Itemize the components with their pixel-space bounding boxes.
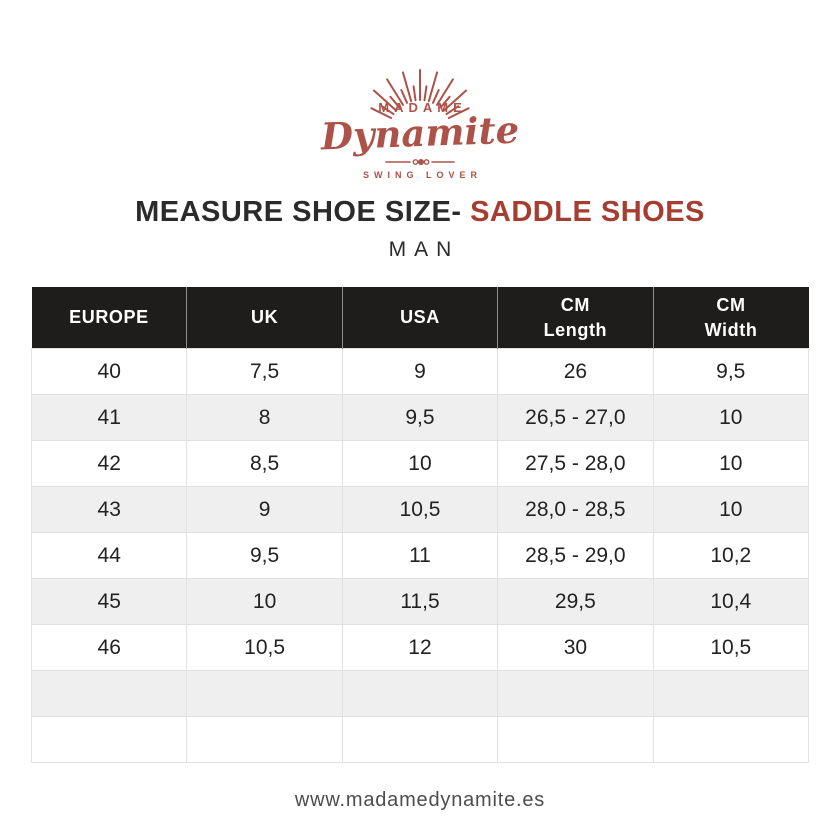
table-cell: 28,5 - 29,0 bbox=[497, 532, 654, 579]
table-cell: 41 bbox=[30, 394, 188, 441]
table-cell: 30 bbox=[497, 624, 654, 671]
table-cell: 9 bbox=[341, 348, 499, 395]
table-cell: 9,5 bbox=[652, 348, 810, 395]
column-header-line: Width bbox=[704, 319, 758, 340]
header-row: EUROPE UK USA CM Length CM Width bbox=[31, 287, 809, 349]
column-header: USA bbox=[342, 287, 499, 349]
table-cell: 7,5 bbox=[186, 348, 343, 395]
website-text: www.madamedynamite.es bbox=[294, 789, 546, 811]
table-row: 42 8,5 10 27,5 - 28,0 10 bbox=[30, 440, 810, 487]
column-header-line: Length bbox=[543, 319, 608, 340]
table-cell bbox=[341, 670, 499, 717]
column-header-line: CM bbox=[560, 295, 590, 316]
column-header: CM Width bbox=[653, 287, 809, 349]
table-cell: 10,5 bbox=[341, 486, 499, 533]
brand-name-script: Dynamite bbox=[320, 107, 520, 159]
table-cell: 10 bbox=[652, 394, 810, 441]
table-row: 46 10,5 12 30 10,5 bbox=[30, 624, 810, 671]
table-cell bbox=[30, 716, 188, 763]
table-cell: 10,2 bbox=[652, 532, 810, 579]
table-cell: 10,4 bbox=[652, 578, 810, 625]
table-cell: 9 bbox=[186, 486, 343, 533]
table-cell: 46 bbox=[30, 624, 188, 671]
table-cell bbox=[30, 670, 188, 717]
table-cell: 26,5 - 27,0 bbox=[497, 394, 654, 441]
size-table-head: EUROPE UK USA CM Length CM Width bbox=[31, 287, 809, 349]
table-cell bbox=[186, 716, 343, 763]
table-cell: 28,0 - 28,5 bbox=[497, 486, 654, 533]
table-cell: 44 bbox=[30, 532, 188, 579]
column-header-line: USA bbox=[400, 307, 440, 328]
table-cell: 45 bbox=[30, 578, 188, 625]
table-cell: 11,5 bbox=[341, 578, 499, 625]
table-cell: 10 bbox=[652, 440, 810, 487]
table-cell: 12 bbox=[341, 624, 499, 671]
brand-tagline: SWING LOVER bbox=[362, 170, 482, 180]
table-row: 40 7,5 9 26 9,5 bbox=[30, 348, 810, 395]
table-cell: 40 bbox=[30, 348, 188, 395]
table-cell: 27,5 - 28,0 bbox=[497, 440, 654, 487]
table-cell: 8 bbox=[186, 394, 343, 441]
table-row: 43 9 10,5 28,0 - 28,5 10 bbox=[30, 486, 810, 533]
table-cell: 10,5 bbox=[186, 624, 343, 671]
table-cell: 10 bbox=[186, 578, 343, 625]
table-row bbox=[30, 670, 810, 717]
page-title-accent: SADDLE SHOES bbox=[470, 196, 705, 228]
size-table: EUROPE UK USA CM Length CM Width 40 7,5 9 26 9,5 41… bbox=[30, 287, 810, 763]
column-header-line: EUROPE bbox=[69, 307, 149, 328]
footer: www.madamedynamite.es bbox=[0, 789, 840, 812]
table-cell bbox=[497, 670, 654, 717]
column-header: CM Length bbox=[497, 287, 654, 349]
column-header-line: CM bbox=[716, 295, 746, 316]
table-cell: 9,5 bbox=[186, 532, 343, 579]
table-cell bbox=[341, 716, 499, 763]
table-cell: 26 bbox=[497, 348, 654, 395]
column-header: EUROPE bbox=[31, 287, 188, 349]
table-cell bbox=[652, 670, 810, 717]
page-title-main: MEASURE SHOE SIZE- bbox=[135, 196, 462, 228]
table-row bbox=[30, 716, 810, 763]
table-cell: 10 bbox=[652, 486, 810, 533]
table-cell: 11 bbox=[341, 532, 499, 579]
size-table-body: 40 7,5 9 26 9,5 41 8 9,5 26,5 - 27,0 10 42 8,5 10 27,… bbox=[30, 348, 810, 763]
brand-logo: MADAME Dynamite SWING LOVER bbox=[300, 0, 540, 180]
table-cell: 10 bbox=[341, 440, 499, 487]
table-cell: 9,5 bbox=[341, 394, 499, 441]
table-row: 45 10 11,5 29,5 10,4 bbox=[30, 578, 810, 625]
brand-name-top: MADAME bbox=[378, 100, 467, 115]
flourish-ornament-icon bbox=[385, 159, 455, 165]
table-cell: 10,5 bbox=[652, 624, 810, 671]
column-header: UK bbox=[186, 287, 343, 349]
page-subtitle: MAN bbox=[388, 238, 460, 261]
sunburst-rays-icon bbox=[370, 69, 470, 119]
table-cell: 29,5 bbox=[497, 578, 654, 625]
column-header-line: UK bbox=[250, 307, 279, 328]
table-cell: 8,5 bbox=[186, 440, 343, 487]
table-cell: 42 bbox=[30, 440, 188, 487]
table-cell bbox=[186, 670, 343, 717]
page-title: MEASURE SHOE SIZE- SADDLE SHOES bbox=[0, 196, 840, 229]
table-row: 44 9,5 11 28,5 - 29,0 10,2 bbox=[30, 532, 810, 579]
table-row: 41 8 9,5 26,5 - 27,0 10 bbox=[30, 394, 810, 441]
table-cell bbox=[497, 716, 654, 763]
table-cell: 43 bbox=[30, 486, 188, 533]
table-cell bbox=[652, 716, 810, 763]
